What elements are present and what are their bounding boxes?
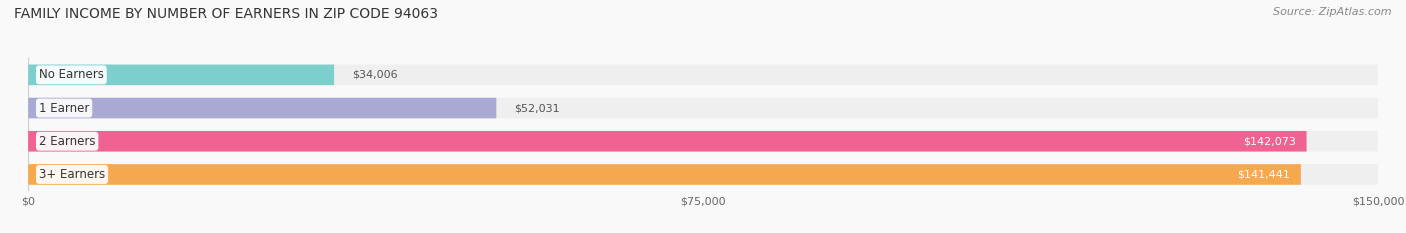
Text: $142,073: $142,073 xyxy=(1243,136,1296,146)
FancyBboxPatch shape xyxy=(28,164,1378,185)
Text: FAMILY INCOME BY NUMBER OF EARNERS IN ZIP CODE 94063: FAMILY INCOME BY NUMBER OF EARNERS IN ZI… xyxy=(14,7,439,21)
FancyBboxPatch shape xyxy=(28,131,1306,151)
Text: 1 Earner: 1 Earner xyxy=(39,102,90,115)
FancyBboxPatch shape xyxy=(28,98,496,118)
Text: $34,006: $34,006 xyxy=(352,70,398,80)
FancyBboxPatch shape xyxy=(28,131,1378,151)
Text: $141,441: $141,441 xyxy=(1237,169,1291,179)
Text: No Earners: No Earners xyxy=(39,68,104,81)
Text: 3+ Earners: 3+ Earners xyxy=(39,168,105,181)
FancyBboxPatch shape xyxy=(28,164,1301,185)
Text: Source: ZipAtlas.com: Source: ZipAtlas.com xyxy=(1274,7,1392,17)
Text: 2 Earners: 2 Earners xyxy=(39,135,96,148)
FancyBboxPatch shape xyxy=(28,65,1378,85)
FancyBboxPatch shape xyxy=(28,65,335,85)
FancyBboxPatch shape xyxy=(28,98,1378,118)
Text: $52,031: $52,031 xyxy=(515,103,560,113)
